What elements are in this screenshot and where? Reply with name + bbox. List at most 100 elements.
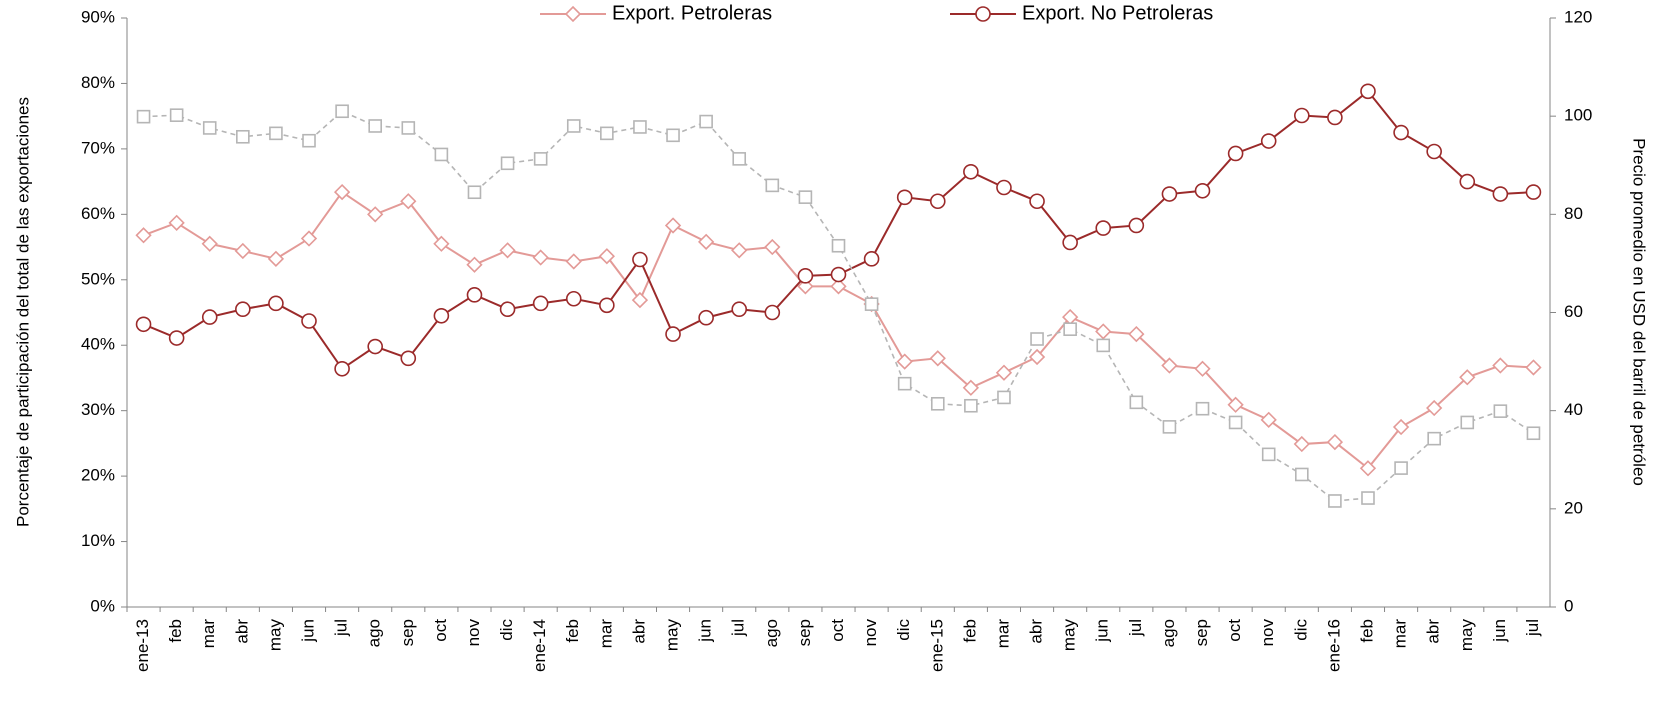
data-point — [201, 235, 218, 252]
x-tick-label: jul — [1523, 619, 1542, 637]
data-point — [929, 193, 946, 210]
data-point — [697, 233, 715, 250]
x-tick-label: feb — [960, 619, 979, 643]
x-tick-label: may — [1457, 619, 1476, 652]
data-point — [565, 253, 582, 270]
data-point — [1161, 186, 1178, 202]
data-point — [633, 120, 647, 134]
data-point — [1525, 184, 1542, 200]
data-point — [996, 179, 1012, 196]
y-axis-title: Porcentaje de participación del total de… — [13, 97, 32, 527]
data-point — [367, 206, 384, 223]
data-point — [433, 235, 450, 252]
legend-label: Export. Petroleras — [612, 2, 772, 24]
x-tick-label: jun — [696, 619, 715, 643]
data-point — [234, 242, 251, 260]
data-point — [995, 364, 1013, 381]
x-tick-label: mar — [993, 619, 1012, 649]
x-tick-label: dic — [894, 619, 913, 641]
data-point — [434, 147, 449, 162]
x-tick-label: dic — [1291, 619, 1310, 641]
data-point — [1228, 415, 1243, 430]
data-point — [169, 108, 184, 122]
data-point — [1194, 182, 1211, 199]
data-point — [1095, 220, 1112, 236]
data-point — [699, 114, 713, 129]
x-tick-label: sep — [1192, 619, 1211, 646]
data-point — [301, 313, 317, 329]
data-point — [599, 297, 615, 314]
data-point — [1293, 435, 1310, 453]
x-tick-label: ene-16 — [1324, 619, 1343, 672]
data-point — [1427, 431, 1441, 446]
data-point — [499, 242, 516, 259]
data-point — [269, 126, 283, 141]
data-point — [731, 242, 748, 259]
y2-tick-label: 120 — [1564, 7, 1592, 26]
data-point — [831, 238, 846, 253]
y-tick-label: 70% — [81, 138, 115, 157]
data-point — [300, 230, 318, 247]
y-tick-label: 30% — [81, 400, 115, 419]
x-tick-label: ene-14 — [530, 619, 549, 672]
y2-tick-label: 80 — [1564, 204, 1583, 223]
data-point — [168, 330, 185, 346]
x-tick-label: feb — [166, 619, 185, 643]
data-point — [1028, 348, 1046, 366]
x-tick-label: jun — [298, 619, 317, 643]
data-point — [896, 353, 913, 370]
x-tick-label: may — [663, 619, 682, 652]
x-tick-label: oct — [828, 619, 847, 642]
data-point — [400, 193, 417, 210]
data-point — [400, 350, 417, 367]
series-line — [143, 190, 1534, 470]
data-point — [1492, 186, 1509, 202]
y-tick-label: 50% — [81, 269, 115, 288]
data-point — [1194, 360, 1211, 377]
y2-tick-label: 40 — [1564, 400, 1583, 419]
data-point — [1227, 396, 1244, 413]
data-point — [1328, 494, 1342, 508]
series-line — [143, 89, 1534, 371]
data-point — [863, 251, 880, 267]
data-point — [1062, 234, 1078, 251]
data-point — [1525, 359, 1542, 376]
data-point — [963, 163, 979, 180]
data-point — [1326, 433, 1344, 451]
data-point — [698, 309, 714, 326]
data-point — [964, 398, 978, 413]
data-point — [466, 256, 483, 273]
data-point — [1030, 332, 1044, 346]
x-tick-label: abr — [1424, 619, 1443, 644]
data-point — [1392, 418, 1410, 436]
y-tick-label: 10% — [81, 531, 115, 550]
data-point — [1162, 420, 1177, 434]
data-point — [367, 338, 383, 355]
data-point — [135, 227, 152, 244]
x-tick-label: jul — [1126, 619, 1145, 637]
data-point — [1394, 461, 1408, 475]
data-point — [333, 183, 351, 201]
x-tick-label: abr — [232, 619, 251, 644]
x-tick-label: nov — [861, 619, 880, 647]
data-point — [600, 126, 614, 141]
x-tick-label: mar — [1391, 619, 1410, 649]
data-point — [433, 307, 450, 324]
data-point — [1426, 143, 1442, 160]
x-tick-label: abr — [1027, 619, 1046, 644]
data-point — [798, 190, 813, 204]
data-point — [1359, 460, 1377, 477]
data-point — [1393, 124, 1409, 141]
x-tick-label: oct — [431, 619, 450, 642]
data-point — [764, 304, 781, 321]
y2-tick-label: 0 — [1564, 596, 1573, 615]
data-point — [830, 266, 847, 283]
y-tick-label: 60% — [81, 204, 115, 223]
x-tick-label: sep — [398, 619, 417, 646]
data-point — [664, 217, 682, 234]
data-point — [896, 189, 913, 206]
data-point — [797, 268, 814, 284]
y-tick-label: 80% — [81, 73, 115, 92]
data-point — [1360, 83, 1376, 100]
x-tick-label: nov — [464, 619, 483, 647]
